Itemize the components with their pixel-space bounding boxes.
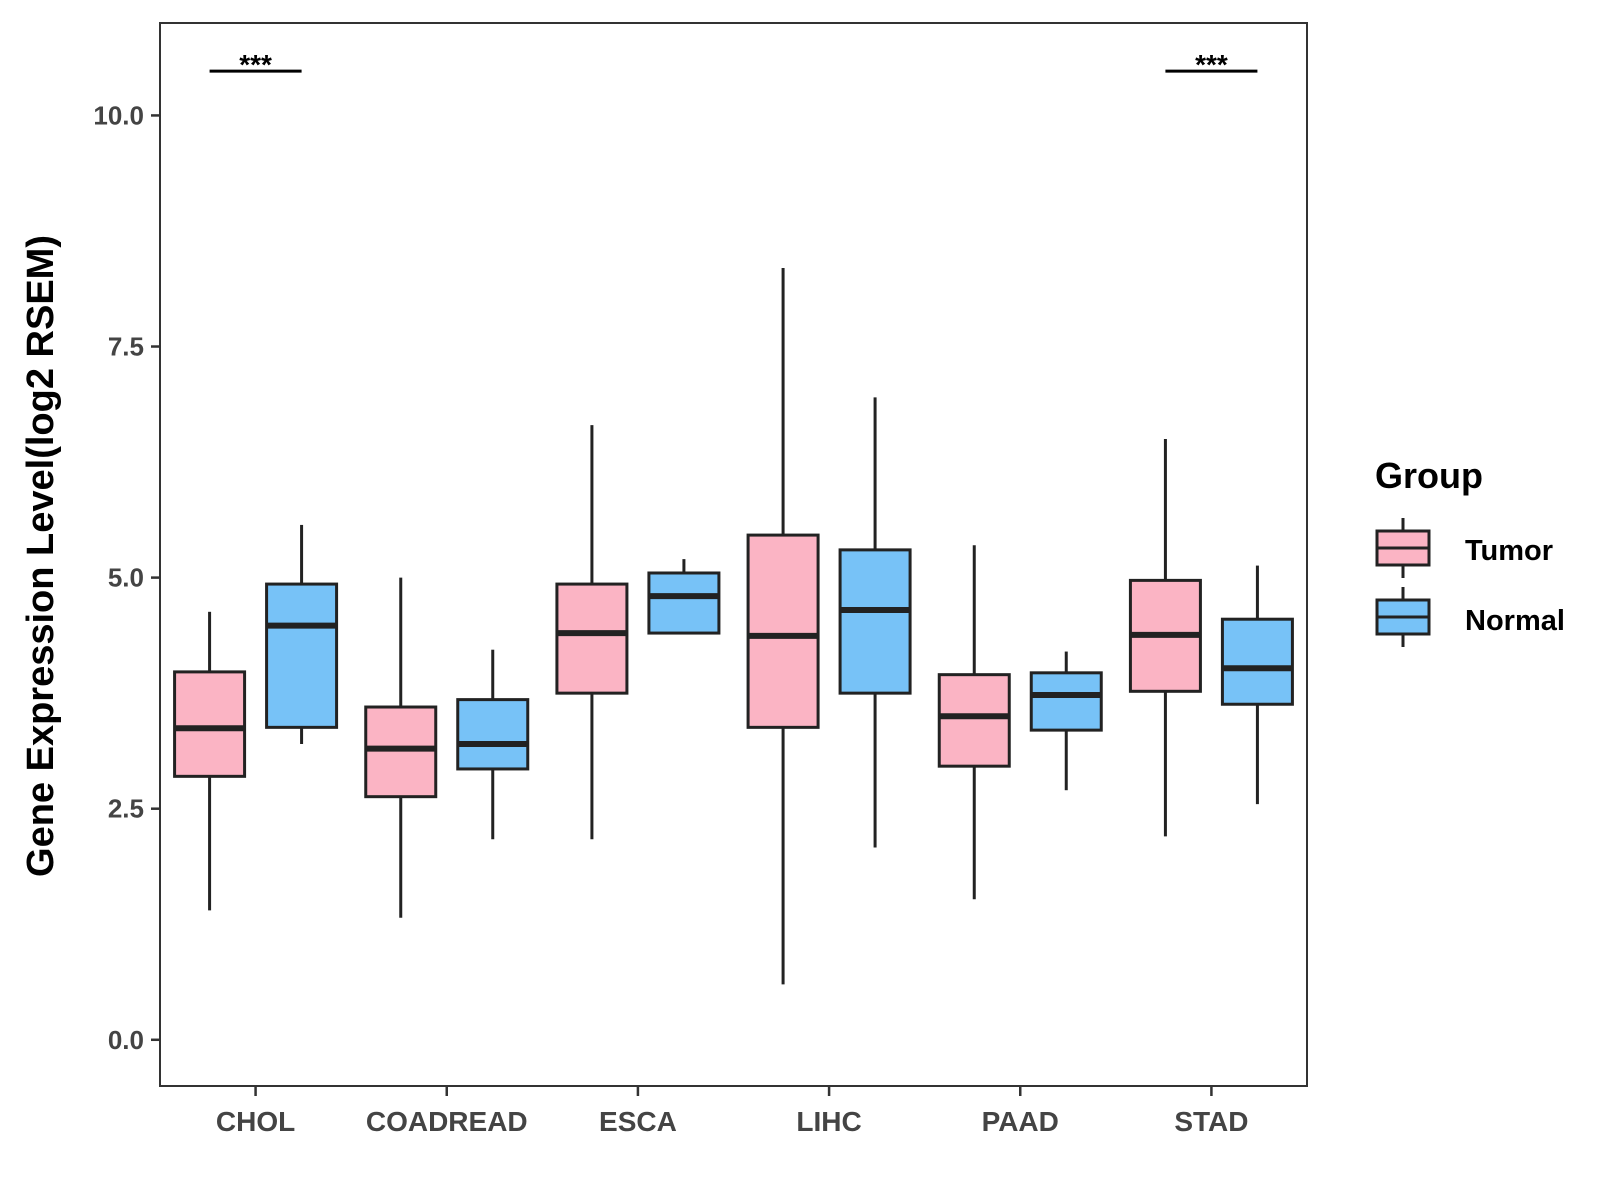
x-tick-label: STAD [1174, 1106, 1248, 1137]
box-body [173, 670, 247, 778]
legend-keys [1375, 518, 1431, 647]
box-body [1029, 671, 1103, 732]
x-tick-label: LIHC [796, 1106, 861, 1137]
box-normal-paad [1029, 651, 1103, 791]
x-tick-label: PAAD [982, 1106, 1059, 1137]
box-normal-esca [647, 559, 721, 635]
box-tumor-paad [937, 545, 1011, 900]
y-tick-label: 7.5 [108, 332, 144, 362]
box-body [265, 582, 339, 729]
box-normal-coadread [456, 649, 530, 840]
box-body [364, 705, 438, 799]
box-normal-chol [265, 524, 339, 744]
legend-label-tumor: Tumor [1465, 535, 1553, 567]
box-tumor-esca [555, 425, 629, 840]
y-tick-label: 2.5 [108, 794, 144, 824]
box-tumor-lihc [746, 267, 820, 985]
box-tumor-chol [173, 611, 247, 911]
box-normal-lihc [838, 397, 912, 848]
x-tick-label: ESCA [599, 1106, 677, 1137]
box-body [746, 533, 820, 729]
legend-label-normal: Normal [1465, 605, 1565, 637]
box-body [456, 698, 530, 771]
x-tick-label: COADREAD [366, 1106, 528, 1137]
x-axis: CHOL COADREAD ESCA LIHC PAAD STAD [216, 1086, 1248, 1137]
annotation-layer: *** *** [209, 49, 1258, 80]
box-body [647, 571, 721, 635]
y-axis: 0.0 2.5 5.0 7.5 10.0 [93, 100, 160, 1055]
y-tick-label: 5.0 [108, 563, 144, 593]
significance-label: *** [1195, 49, 1228, 80]
legend: Group Tumor Normal [1375, 455, 1565, 647]
box-body [555, 582, 629, 695]
box-body [937, 673, 1011, 768]
box-body [1220, 617, 1294, 706]
legend-key-normal [1375, 587, 1431, 647]
significance-label: *** [239, 49, 272, 80]
box-normal-stad [1220, 565, 1294, 805]
plot-border [159, 22, 1308, 1087]
legend-key-tumor [1375, 518, 1431, 578]
box-tumor-coadread [364, 577, 438, 918]
y-tick-label: 10.0 [93, 100, 144, 130]
x-tick-label: CHOL [216, 1106, 295, 1137]
plot-background [160, 23, 1307, 1086]
box-tumor-stad [1128, 438, 1202, 837]
y-axis-title: Gene Expression Level(log2 RSEM) [20, 235, 62, 877]
box-layer [173, 267, 1294, 985]
legend-title: Group [1375, 455, 1483, 496]
box-body [838, 548, 912, 695]
y-tick-label: 0.0 [108, 1025, 144, 1055]
